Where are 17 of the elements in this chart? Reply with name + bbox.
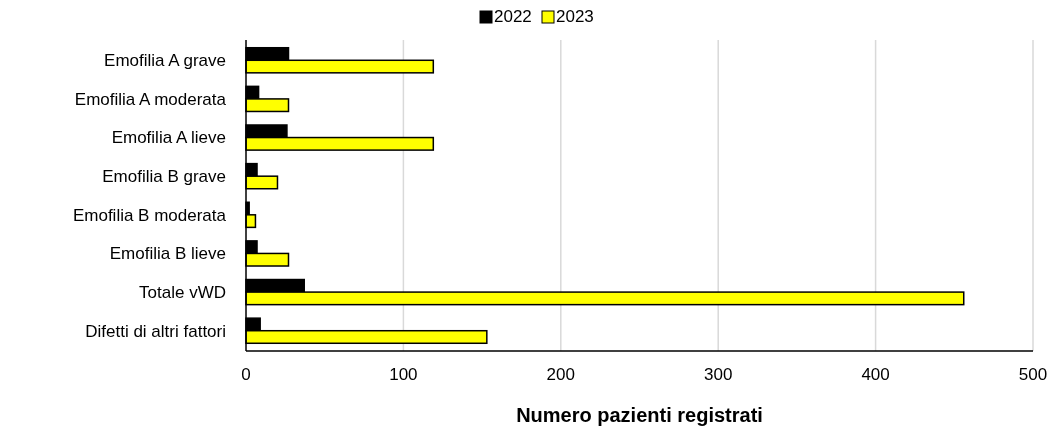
x-tick-label: 0 [241,365,251,384]
x-tick-label: 200 [546,365,575,384]
x-tick-label: 400 [861,365,890,384]
legend-label: 2023 [556,7,594,26]
y-tick-label: Emofilia B lieve [109,244,226,264]
y-tick-label: Difetti di altri fattori [85,321,226,341]
y-tick-label: Emofilia A lieve [111,128,226,148]
y-tick-label: Emofilia B grave [102,167,226,187]
x-tick-label: 300 [704,365,733,384]
y-tick-label: Emofilia A grave [104,51,226,71]
x-tick-label: 100 [389,365,418,384]
legend-label: 2022 [494,7,532,26]
y-tick-label: Emofilia B moderata [72,205,227,225]
y-tick-label: Totale vWD [139,283,226,303]
x-axis-title: Numero pazienti registrati [516,404,763,426]
y-tick-label: Emofilia A moderata [74,89,227,109]
x-tick-label: 500 [1018,365,1048,384]
